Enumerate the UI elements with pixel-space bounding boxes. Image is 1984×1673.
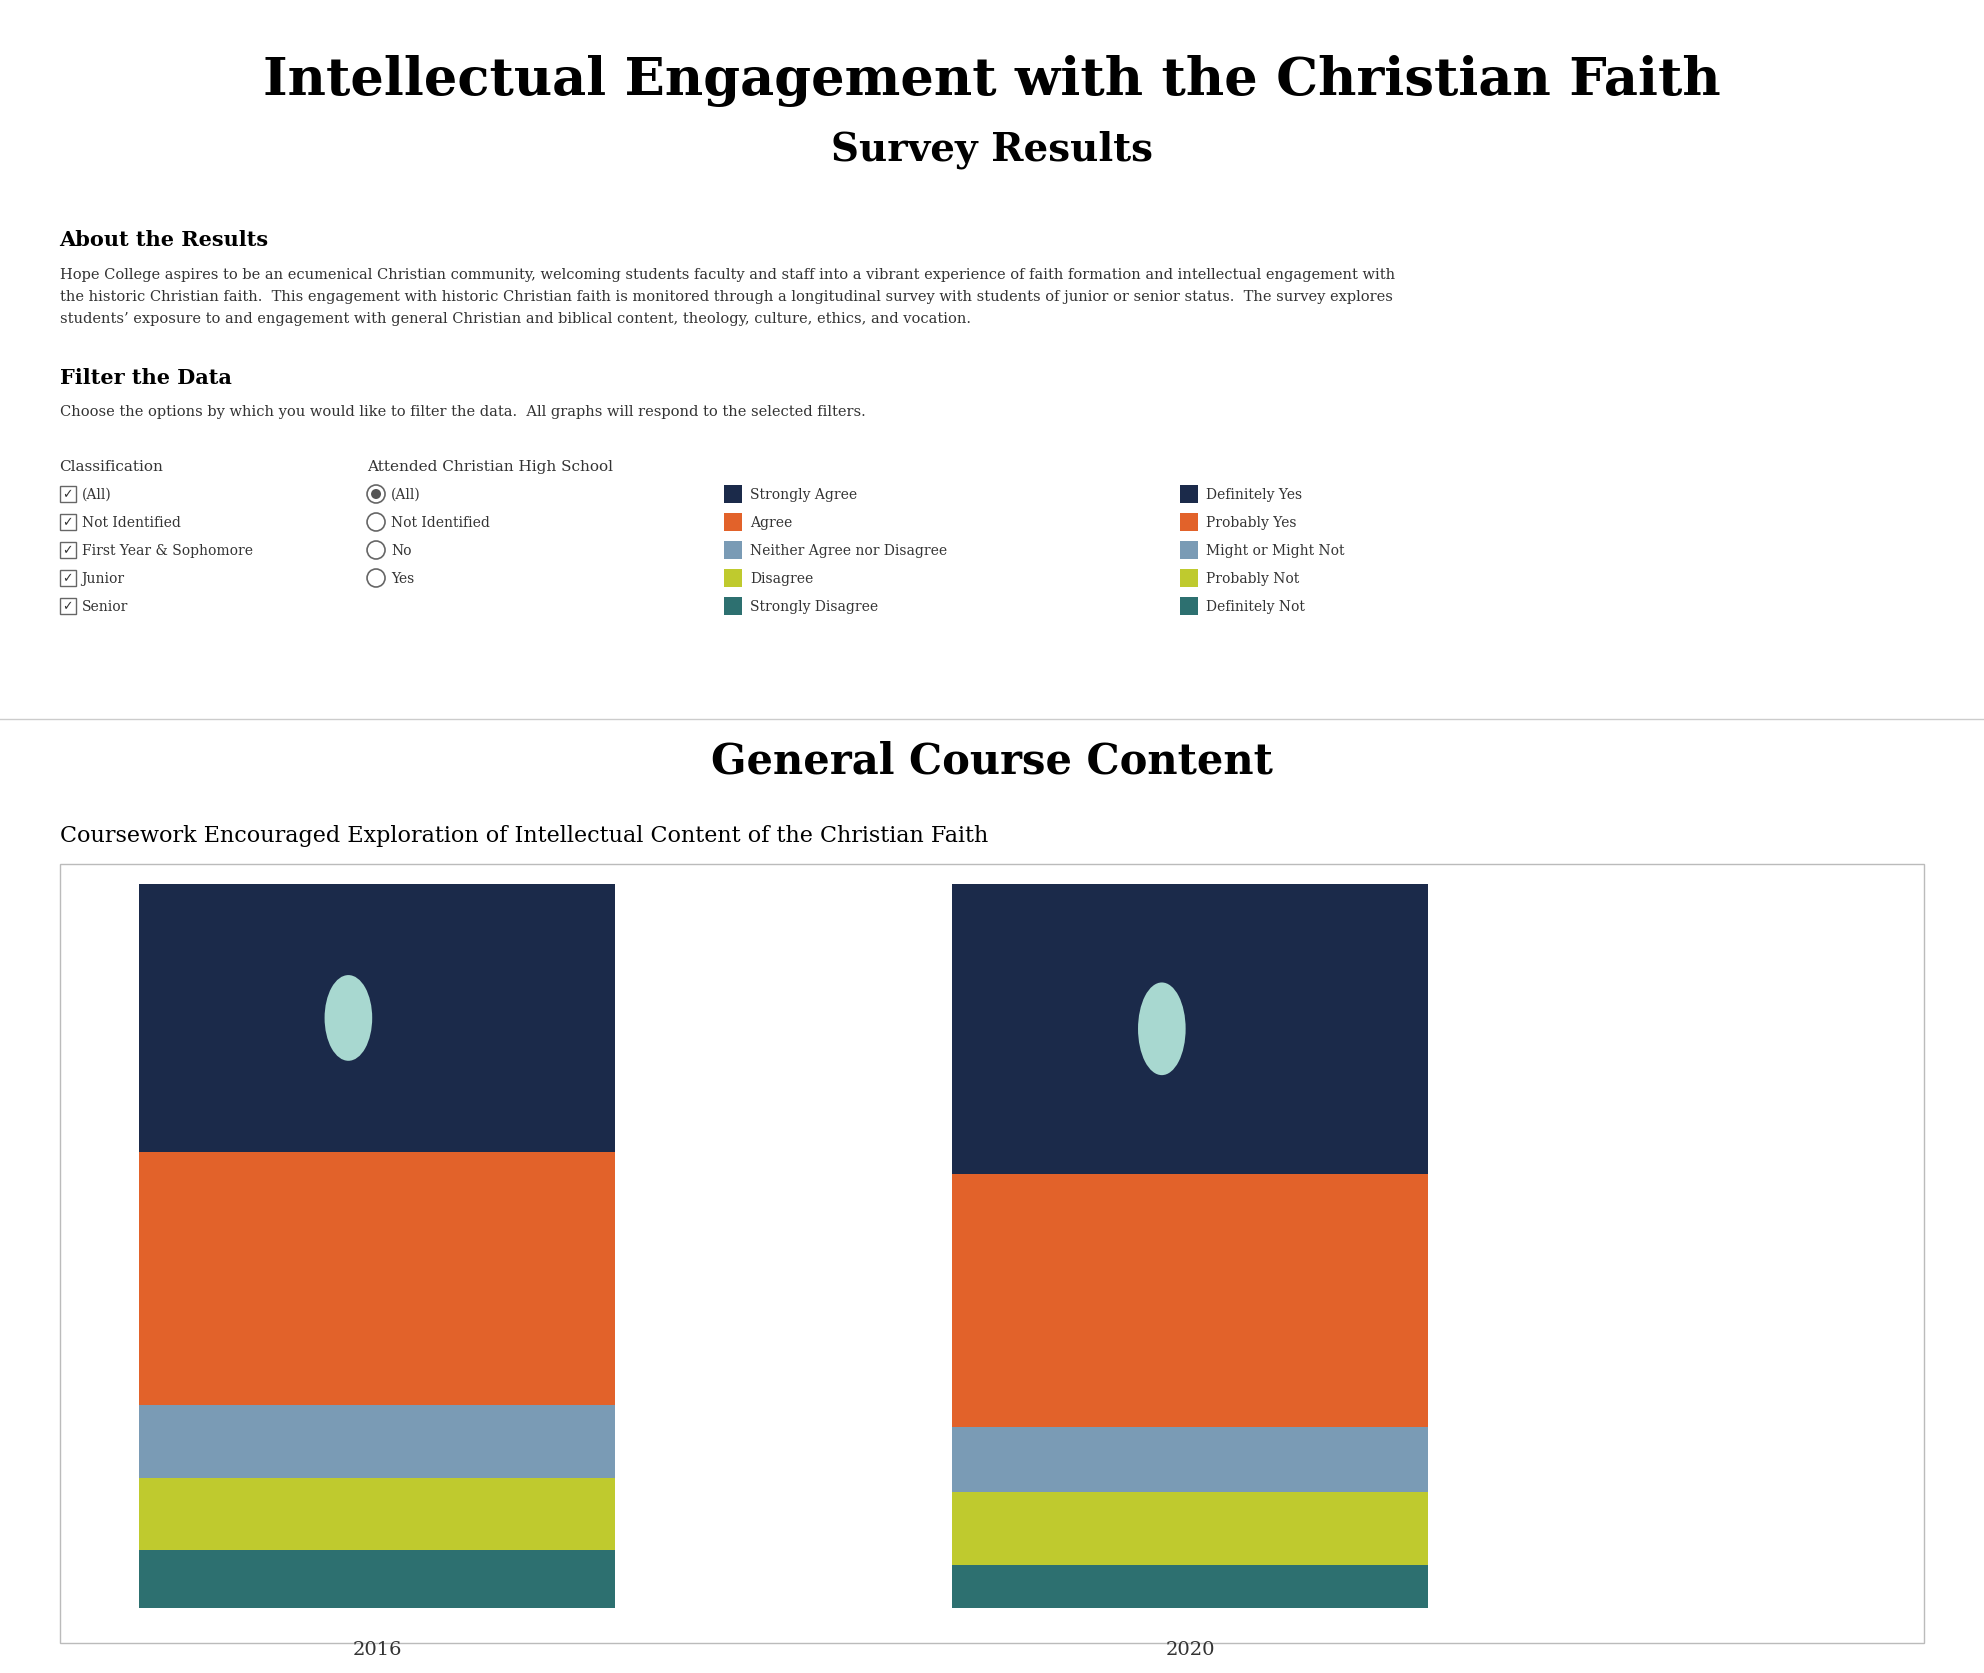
Circle shape: [367, 570, 385, 587]
Text: Choose the options by which you would like to filter the data.  All graphs will : Choose the options by which you would li…: [60, 405, 865, 418]
Bar: [60, 570, 75, 587]
Text: Filter the Data: Filter the Data: [60, 368, 232, 388]
Text: students’ exposure to and engagement with general Christian and biblical content: students’ exposure to and engagement wit…: [60, 311, 970, 326]
Bar: [139, 1551, 615, 1608]
Bar: [139, 1477, 615, 1551]
Text: ✓: ✓: [62, 544, 73, 557]
Text: Attended Christian High School: Attended Christian High School: [367, 460, 613, 473]
Text: Neither Agree nor Disagree: Neither Agree nor Disagree: [750, 544, 946, 557]
Text: Not Identified: Not Identified: [391, 515, 490, 530]
Text: First Year & Sophomore: First Year & Sophomore: [81, 544, 252, 557]
Text: Disagree: Disagree: [750, 572, 813, 586]
Text: About the Results: About the Results: [60, 229, 268, 249]
Bar: [952, 1492, 1428, 1564]
Bar: [60, 515, 75, 530]
Circle shape: [367, 542, 385, 560]
Text: (All): (All): [81, 489, 111, 502]
Bar: [1180, 542, 1198, 560]
Bar: [724, 485, 742, 504]
Bar: [60, 865, 1924, 1643]
Bar: [139, 885, 615, 1153]
Text: ✓: ✓: [62, 572, 73, 586]
Text: Definitely Not: Definitely Not: [1206, 599, 1305, 614]
Text: Coursework Encouraged Exploration of Intellectual Content of the Christian Faith: Coursework Encouraged Exploration of Int…: [60, 825, 988, 847]
Text: Yes: Yes: [391, 572, 415, 586]
Text: Strongly Agree: Strongly Agree: [750, 489, 857, 502]
Ellipse shape: [1139, 982, 1186, 1076]
Bar: [1180, 597, 1198, 616]
Circle shape: [367, 485, 385, 504]
Bar: [1180, 570, 1198, 587]
Text: Senior: Senior: [81, 599, 127, 614]
Text: Agree: Agree: [750, 515, 792, 530]
Bar: [139, 1405, 615, 1477]
Bar: [724, 597, 742, 616]
Text: ✓: ✓: [62, 489, 73, 502]
Text: the historic Christian faith.  This engagement with historic Christian faith is : the historic Christian faith. This engag…: [60, 289, 1393, 304]
Text: Strongly Disagree: Strongly Disagree: [750, 599, 879, 614]
Text: Junior: Junior: [81, 572, 125, 586]
Text: ✓: ✓: [62, 517, 73, 529]
Text: Classification: Classification: [60, 460, 163, 473]
Circle shape: [367, 514, 385, 532]
Bar: [1180, 514, 1198, 532]
Bar: [60, 487, 75, 502]
Text: 2016: 2016: [353, 1640, 401, 1658]
Bar: [724, 570, 742, 587]
Bar: [724, 542, 742, 560]
Bar: [139, 1153, 615, 1405]
Text: ✓: ✓: [62, 601, 73, 612]
Bar: [952, 885, 1428, 1174]
Bar: [724, 514, 742, 532]
Bar: [952, 1174, 1428, 1427]
Circle shape: [371, 490, 381, 500]
Text: Might or Might Not: Might or Might Not: [1206, 544, 1345, 557]
Text: Probably Not: Probably Not: [1206, 572, 1300, 586]
Ellipse shape: [325, 975, 373, 1061]
Bar: [952, 1427, 1428, 1492]
Text: Intellectual Engagement with the Christian Faith: Intellectual Engagement with the Christi…: [264, 55, 1720, 107]
Text: Definitely Yes: Definitely Yes: [1206, 489, 1303, 502]
Bar: [60, 542, 75, 559]
Text: Hope College aspires to be an ecumenical Christian community, welcoming students: Hope College aspires to be an ecumenical…: [60, 268, 1395, 281]
Bar: [1180, 485, 1198, 504]
Text: Survey Results: Survey Results: [831, 130, 1153, 169]
Text: No: No: [391, 544, 411, 557]
Bar: [60, 599, 75, 614]
Bar: [952, 1564, 1428, 1608]
Text: Probably Yes: Probably Yes: [1206, 515, 1298, 530]
Text: 2020: 2020: [1167, 1640, 1214, 1658]
Text: Not Identified: Not Identified: [81, 515, 181, 530]
Text: (All): (All): [391, 489, 421, 502]
Text: General Course Content: General Course Content: [710, 739, 1274, 781]
